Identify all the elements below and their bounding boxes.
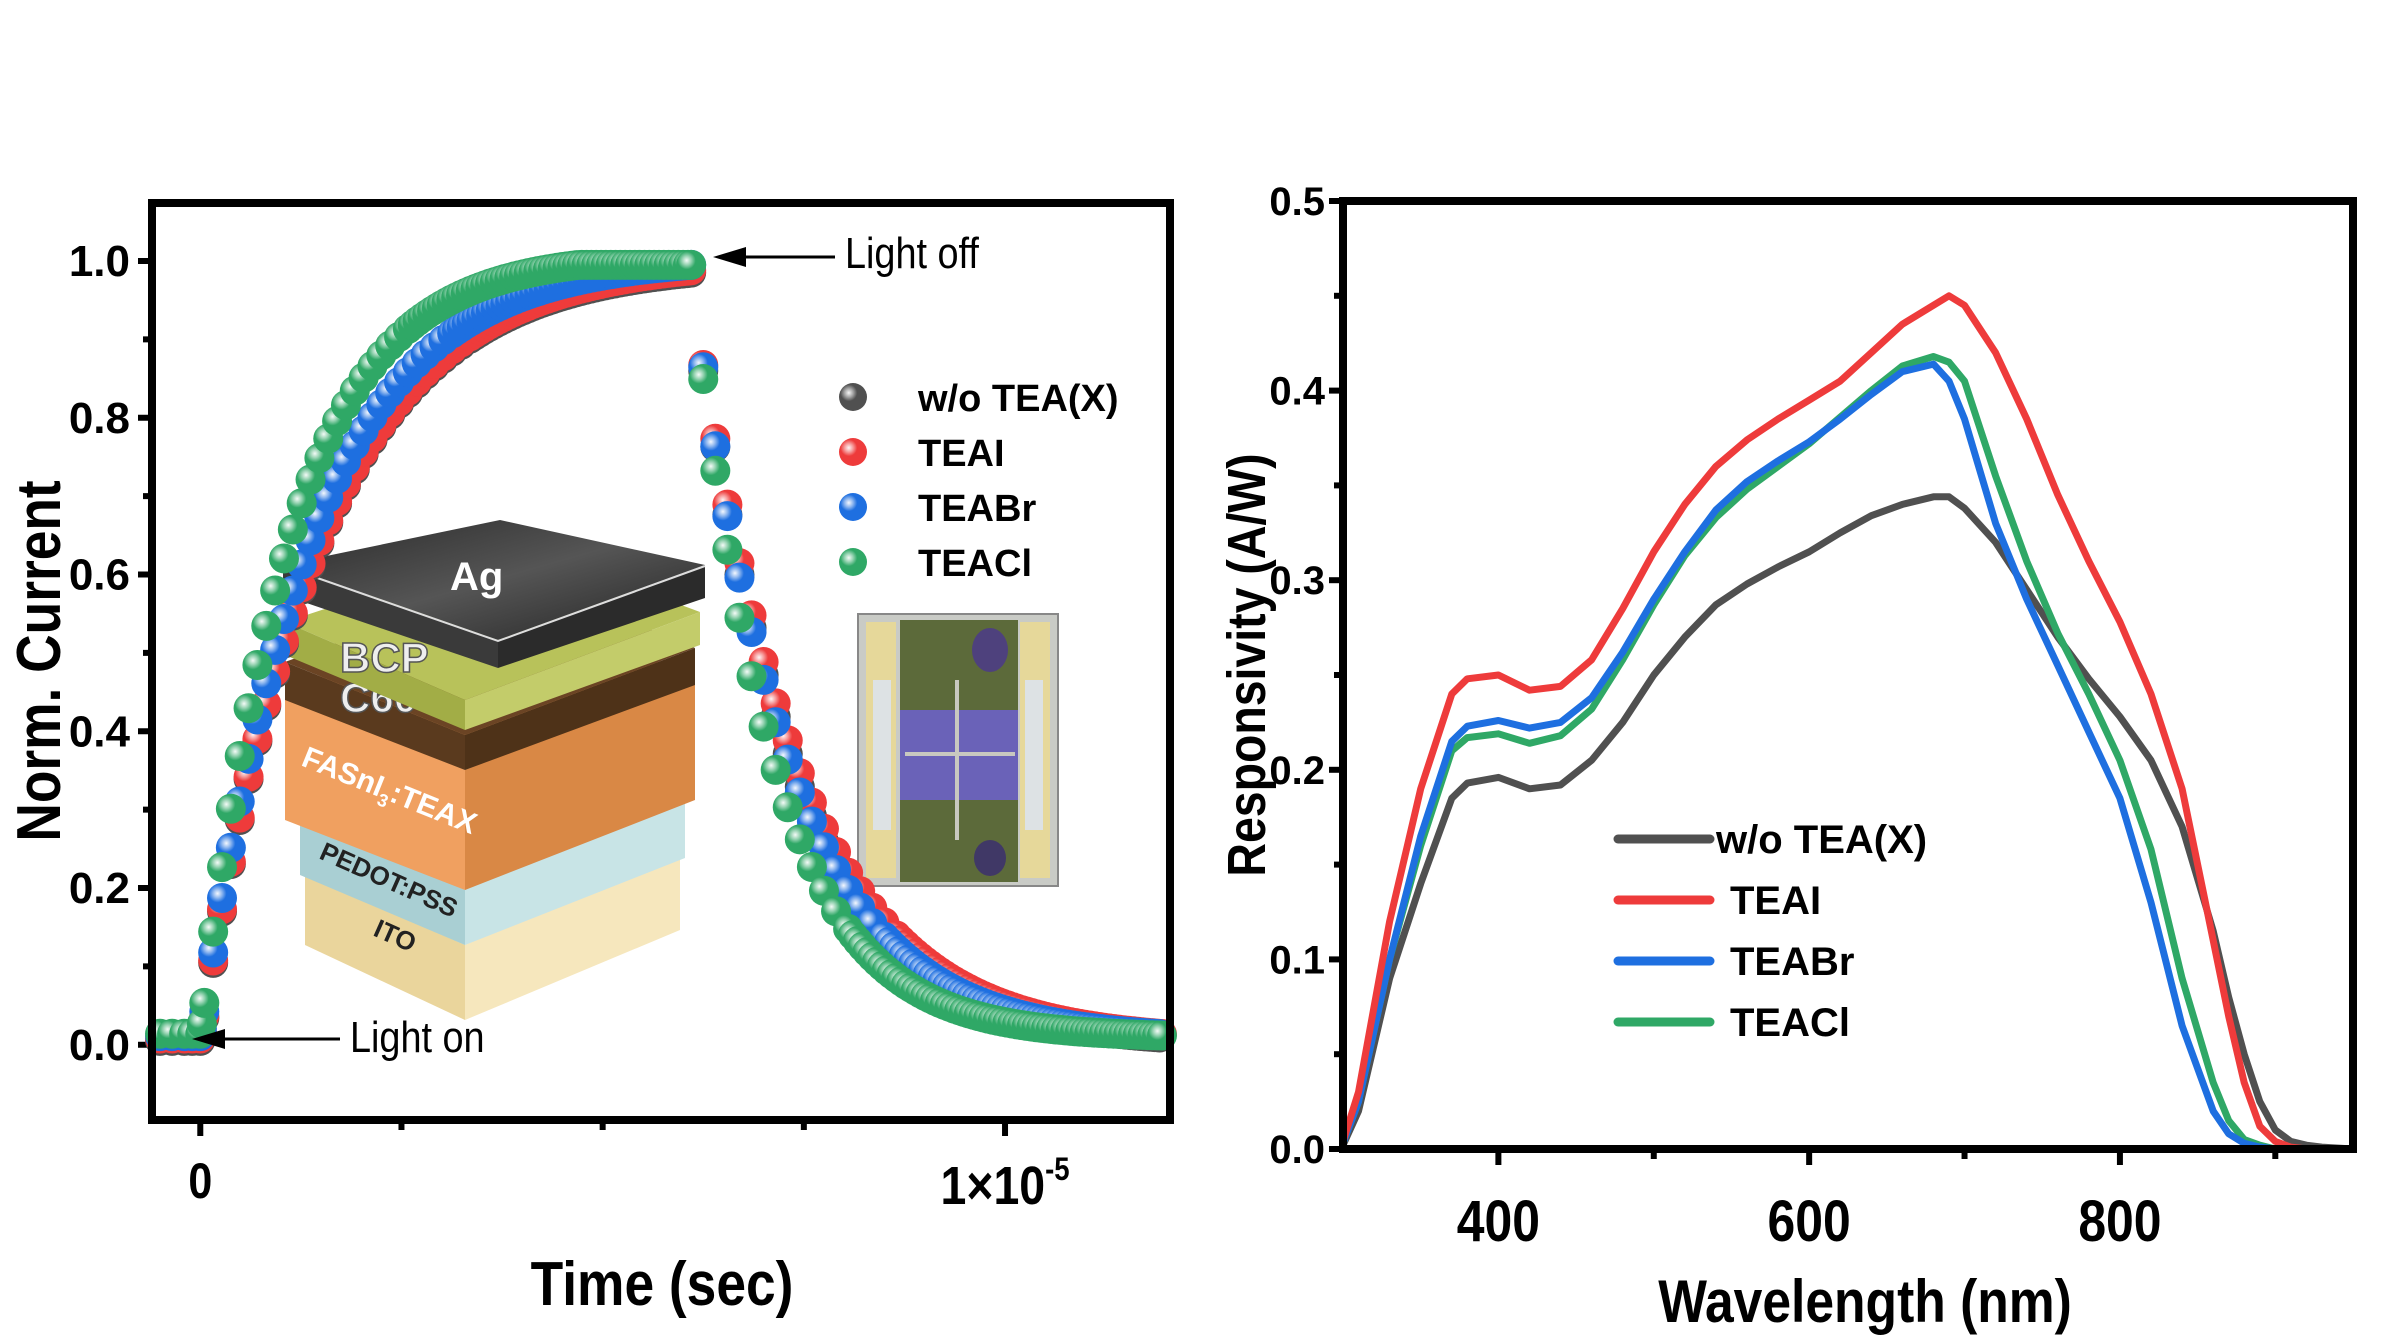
legend: w/o TEA(X) TEAI TEABr TEACl <box>1613 818 1927 1045</box>
legend-label: TEACl <box>918 543 1032 585</box>
y-tick-label: 0.8 <box>69 394 130 443</box>
x-tick-label: 600 <box>1768 1190 1851 1254</box>
y-tick-label: 0.2 <box>1269 749 1325 793</box>
y-tick-label: 0.1 <box>1269 938 1325 982</box>
data-point-highlight <box>189 987 220 1018</box>
data-point-highlight <box>207 852 238 883</box>
data-point-highlight <box>712 534 743 565</box>
annotation-light-on: Light on <box>350 1012 485 1061</box>
layer-label-ag: Ag <box>450 555 503 599</box>
y-tick-label: 0.0 <box>69 1021 130 1070</box>
x-axis-label: Time (sec) <box>531 1250 794 1319</box>
data-point-highlight <box>736 661 767 692</box>
y-tick-label: 0.5 <box>1269 180 1325 224</box>
legend-label: TEAI <box>1730 879 1821 923</box>
data-point-highlight <box>724 602 755 633</box>
legend-marker-highlight <box>839 383 867 411</box>
transient-photocurrent-chart: Norm. Current Time (sec) 0.0 0.2 0.4 0.6 0.8… <box>5 199 1177 1319</box>
plot-frame <box>148 199 1174 1124</box>
x-tick-label: 0 <box>188 1153 212 1209</box>
layer-label-bcp: BCP <box>340 634 429 681</box>
legend-label: w/o TEA(X) <box>917 378 1119 420</box>
data-point-highlight <box>242 649 273 680</box>
y-axis-label: Responsivity (A/W) <box>1216 453 1277 876</box>
data-point-highlight <box>198 937 229 968</box>
legend-label: w/o TEA(X) <box>1715 818 1927 862</box>
data-point-highlight <box>700 455 731 486</box>
device-structure-inset: ITO PEDOT:PSS FASnI3:TEAX C60 <box>282 520 706 1020</box>
legend-label: TEABr <box>1730 940 1854 984</box>
data-point-highlight <box>724 562 755 593</box>
data-point-highlight <box>233 693 264 724</box>
legend-label: TEACl <box>1730 1001 1850 1045</box>
line-series <box>1339 292 2354 1153</box>
data-point-highlight <box>277 514 308 545</box>
plot-frame <box>1339 197 2357 1153</box>
x-axis-label: Wavelength (nm) <box>1658 1267 2072 1335</box>
y-tick-label: 0.4 <box>1269 370 1325 414</box>
annotations: Light off Light on <box>192 228 979 1062</box>
data-point-highlight <box>215 793 246 824</box>
responsivity-chart: Responsivity (A/W) Wavelength (nm) 0.0 0.… <box>1216 180 2357 1335</box>
legend: w/o TEA(X) TEAI TEABr TEACl <box>839 378 1119 585</box>
data-point-highlight <box>224 740 255 771</box>
data-point-highlight <box>676 249 707 280</box>
scatter-series <box>145 249 1177 1056</box>
data-point-highlight <box>772 792 803 823</box>
legend-label: TEAI <box>918 433 1005 475</box>
legend-marker-highlight <box>839 438 867 466</box>
series-TEACl <box>145 249 1177 1051</box>
device-photo-inset <box>857 613 1059 887</box>
data-point-highlight <box>748 711 779 742</box>
y-tick-label: 0.3 <box>1269 559 1325 603</box>
data-point-highlight <box>796 851 827 882</box>
data-point-highlight <box>207 882 238 913</box>
legend-label: TEABr <box>918 488 1036 530</box>
series-line-TEACl <box>1339 353 2353 1153</box>
legend-marker-highlight <box>839 548 867 576</box>
y-tick-label: 1.0 <box>69 237 130 286</box>
data-point-highlight <box>251 610 282 641</box>
data-point-highlight <box>268 543 299 574</box>
annotation-light-off: Light off <box>845 228 979 277</box>
series-line-w/o TEA(X) <box>1339 493 2354 1153</box>
data-point-highlight <box>760 754 791 785</box>
x-tick-label: 1×10-5 <box>940 1152 1069 1216</box>
series-line-TEAI <box>1339 292 2353 1153</box>
series-line-TEABr <box>1339 360 2353 1153</box>
data-point-highlight <box>198 916 229 947</box>
y-tick-label: 0.2 <box>69 864 130 913</box>
data-point-highlight <box>260 575 291 606</box>
x-tick-label: 400 <box>1457 1190 1540 1254</box>
legend-marker-highlight <box>839 493 867 521</box>
y-axis-label: Norm. Current <box>5 480 74 841</box>
data-point-highlight <box>700 431 731 462</box>
layer-ag: Ag <box>282 520 706 668</box>
y-tick-label: 0.6 <box>69 551 130 600</box>
data-point-highlight <box>784 824 815 855</box>
y-tick-label: 0.4 <box>69 707 131 756</box>
data-point-highlight <box>286 488 317 519</box>
y-tick-label: 0.0 <box>1269 1128 1325 1172</box>
x-tick-label: 800 <box>2078 1190 2161 1254</box>
data-point-highlight <box>688 364 719 395</box>
data-point-highlight <box>712 501 743 532</box>
